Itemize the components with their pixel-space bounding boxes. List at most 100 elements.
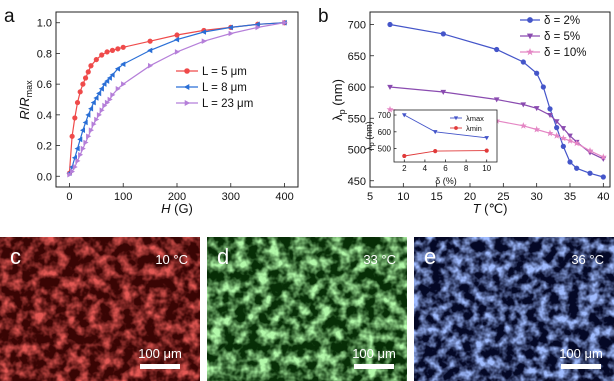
panel-b-ticks: 5 10 15 20 25 30 35 40 450 500 550 600 650 700 (348, 20, 610, 204)
panel-b-series-0-point (554, 125, 560, 131)
panel-b-series-0-point (387, 21, 393, 28)
panel-b-series-1-point (387, 84, 393, 90)
panel-a-series-1-point (104, 78, 110, 84)
panel-a-xtick-label: 400 (275, 191, 293, 203)
panel-b-legend-label-1: δ = 5% (544, 31, 580, 43)
panel-b-series-0-point (574, 165, 580, 171)
panel-b-xtick-label: 15 (431, 191, 443, 203)
micrograph-temperature-c: 10 °C (155, 252, 188, 267)
panel-a-series-2-point (174, 49, 180, 55)
panel-b-series-1-point (560, 126, 567, 132)
panel-a-ytick-label: 1.0 (37, 18, 52, 30)
panel-b-series-1-point (440, 89, 447, 95)
panel-a-ytick-label: 0.6 (37, 79, 52, 91)
panel-a-legend-label-1: L = 8 μm (202, 82, 247, 94)
panel-a-series-2-point (282, 19, 288, 26)
panel-a-xtick-label: 200 (168, 191, 186, 203)
panel-a-legend-marker-2 (184, 99, 191, 107)
inset-ytick-label: 500 (378, 145, 392, 154)
panel-b-series-2-point (519, 122, 527, 129)
panel-a-series-0-point (174, 32, 180, 38)
panel-b-ylabel: λp (nm) (330, 79, 347, 121)
panel-letter-b: b (318, 6, 329, 27)
panel-a-ytick-label: 0.0 (37, 171, 52, 183)
inset-series (401, 113, 490, 159)
panel-a-series-1-point (254, 21, 260, 28)
panel-a-series-2-point (102, 102, 108, 109)
panel-b-ytick-label: 450 (348, 176, 366, 188)
panel-a-series-0-point (80, 81, 86, 87)
panel-b-series-2-point (559, 134, 567, 142)
panel-letter-d: d (217, 244, 229, 269)
panel-b-series-1-point (520, 102, 527, 108)
panel-a-series-2-point (86, 133, 92, 140)
panel-b-xtick-label: 5 (367, 191, 373, 203)
panel-a-xtick-label: 300 (222, 191, 240, 203)
panel-a-ylabel: R/Rmax (17, 80, 34, 120)
panel-a-series-2-point (94, 116, 100, 123)
panel-a-ytick-label: 0.8 (37, 48, 52, 60)
panel-a-xtick-label: 0 (66, 191, 72, 203)
panel-a-series-1-point (227, 24, 233, 31)
panel-b-xtick-label: 40 (597, 191, 609, 203)
panel-b-series-0-point (587, 170, 593, 176)
panel-a-series-0-point (109, 47, 116, 53)
panel-a-series-2-point (83, 139, 89, 146)
panel-a-series-2-point (70, 168, 76, 175)
panel-a-series-1-point (101, 81, 107, 87)
panel-a-legend-label-0: L = 5 μm (202, 66, 247, 78)
panel-a-ticks: 0 100 200 300 400 0.0 0.2 0.4 0.6 0.8 1.0 (37, 18, 294, 203)
panel-b-legend-label-2: δ = 10% (544, 47, 587, 59)
panel-a-series-0-point (93, 56, 99, 63)
panel-b-legend-marker-2 (526, 48, 534, 56)
panel-a-legend-label-2: L = 23 μm (202, 98, 253, 110)
panel-a-series-1-point (96, 90, 102, 97)
panel-b: b 5 10 15 20 25 30 35 40 450 500 550 600 650 700 δ = … (318, 6, 611, 216)
panel-a-series-1-point (120, 61, 126, 68)
panel-b-ytick-label: 700 (348, 20, 366, 32)
inset-series-1-point (402, 153, 407, 159)
panel-a-series-0-point (120, 44, 126, 50)
micrograph-temperature-d: 33 °C (363, 252, 396, 267)
inset-series-0-point (484, 136, 490, 141)
panel-a-legend-marker-0 (184, 68, 190, 74)
scale-bar-c (140, 364, 180, 369)
panel-a-series-1-point (147, 47, 153, 54)
panel-a-series-1-point (79, 127, 85, 134)
inset-xtick-label: 10 (482, 164, 491, 173)
micrograph-temperature-e: 36 °C (571, 252, 604, 267)
inset-legend-label-0: λmax (466, 114, 484, 123)
panel-a-series-0-point (88, 63, 94, 69)
inset-xtick-label: 2 (402, 164, 407, 173)
panel-a-legend: L = 5 μm L = 8 μm L = 23 μm (176, 66, 253, 110)
panel-a-series-2-point (72, 164, 78, 170)
inset-legend-marker-1 (454, 126, 458, 130)
panel-b-ytick-label: 500 (348, 145, 366, 157)
panel-b-series-1-point (567, 133, 573, 139)
panel-a-series-2-point (91, 121, 97, 127)
inset-ticks: 2 4 6 8 10 500 600 700 (378, 111, 492, 173)
scale-bar-label-d: 100 μm (352, 346, 396, 361)
scale-bar-label-c: 100 μm (138, 346, 182, 361)
inset-xlabel: δ (%) (435, 176, 457, 186)
panel-b-xtick-label: 30 (531, 191, 543, 203)
panel-a-series-2-point (110, 92, 116, 98)
panel-b-series-2-point (533, 125, 541, 133)
panel-b-series-1-point (493, 97, 500, 103)
panel-b-xtick-label: 35 (564, 191, 576, 203)
panel-letter-c: c (10, 244, 21, 269)
panel-a-series-1-point (82, 119, 88, 126)
panel-a-series-1-point (174, 36, 180, 43)
panel-a-series-2-point (67, 171, 73, 178)
panel-a-series-2-point (228, 30, 234, 37)
inset-ytick-label: 700 (378, 111, 392, 120)
panel-a-series-2-point (78, 151, 84, 158)
panel-b-xtick-label: 25 (497, 191, 509, 203)
panel-b-series-0-point (540, 84, 546, 90)
panel-b-xlabel: T (℃) (473, 201, 508, 216)
panel-a-series-0-point (99, 52, 105, 58)
panel-b-series-2-point (546, 129, 554, 137)
panel-b-series-2-point (573, 139, 581, 147)
panel-b-series-2-point (586, 147, 594, 154)
panel-b-series-1-point (553, 119, 560, 125)
